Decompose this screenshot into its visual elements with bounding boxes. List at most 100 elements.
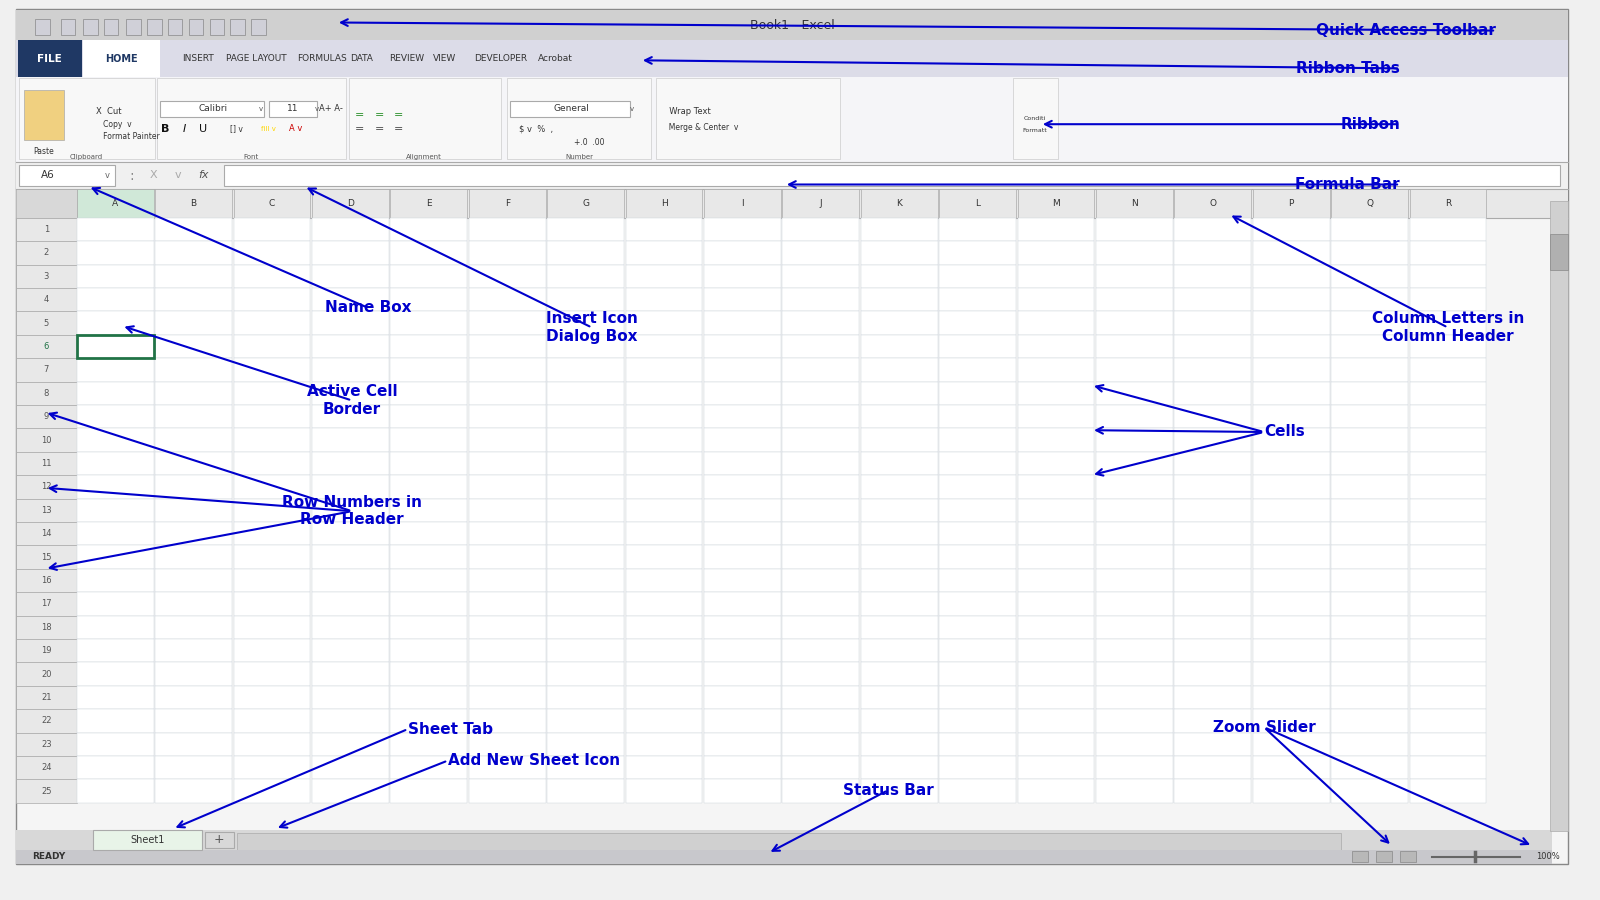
Bar [547,189,624,218]
Bar [861,569,938,592]
Bar [77,311,154,335]
Bar [61,19,75,35]
Bar [1018,639,1094,662]
Text: DATA: DATA [350,54,373,63]
Bar [234,189,310,218]
Text: 21: 21 [42,693,51,702]
Bar [939,452,1016,475]
Bar [155,756,232,779]
Bar [939,475,1016,499]
Bar [234,475,310,499]
Text: Add New Sheet Icon: Add New Sheet Icon [448,753,621,768]
Text: 1: 1 [43,225,50,234]
Bar [1331,475,1408,499]
Bar [1253,522,1330,545]
Bar [626,189,702,218]
Bar [547,311,624,335]
Bar [77,686,154,709]
Bar [390,405,467,428]
Text: $ v  %  ,: $ v % , [518,124,554,133]
Bar [1410,241,1486,265]
Bar [390,569,467,592]
Text: Sheet Tab: Sheet Tab [408,722,493,736]
Bar [1253,288,1330,311]
Bar [704,288,781,311]
Bar [390,616,467,639]
Bar [1253,189,1330,218]
Bar [782,733,859,756]
Bar [1410,265,1486,288]
Bar [782,288,859,311]
Bar [1096,189,1173,218]
Bar [704,569,781,592]
Bar [1096,358,1173,382]
Bar [1096,779,1173,803]
Bar [704,779,781,803]
Bar [1253,592,1330,616]
Bar [1253,265,1330,288]
Bar [1096,405,1173,428]
Bar [861,709,938,733]
Bar [1018,405,1094,428]
Bar [939,545,1016,569]
Bar [704,686,781,709]
Text: =: = [355,110,365,121]
Bar [1096,311,1173,335]
Bar [312,616,389,639]
Bar [1410,382,1486,405]
Text: O: O [1210,199,1216,208]
Bar [155,358,232,382]
Text: Row Numbers in
Row Header: Row Numbers in Row Header [282,495,422,527]
Bar [234,639,310,662]
Bar [24,90,64,140]
Text: Q: Q [1366,199,1373,208]
Bar [469,452,546,475]
Bar [390,189,467,218]
Text: 13: 13 [42,506,51,515]
Bar [1174,569,1251,592]
Bar [469,662,546,686]
Text: FORMULAS: FORMULAS [296,54,347,63]
Text: REVIEW: REVIEW [389,54,424,63]
Bar [83,19,98,35]
Bar [939,639,1016,662]
Bar [312,779,389,803]
Text: A: A [112,199,118,208]
Bar [312,405,389,428]
Bar [155,662,232,686]
Bar [1253,241,1330,265]
Text: 7: 7 [43,365,50,374]
Bar [16,76,1568,162]
Bar [390,733,467,756]
Bar [1331,335,1408,358]
Bar [1331,569,1408,592]
Bar [16,428,77,452]
Bar [1096,662,1173,686]
Text: L: L [974,199,981,208]
Bar [861,662,938,686]
Bar [547,709,624,733]
Bar [1096,522,1173,545]
Bar [1331,265,1408,288]
Bar [939,405,1016,428]
Bar [782,662,859,686]
Bar [704,311,781,335]
Bar [626,709,702,733]
Text: H: H [661,199,667,208]
Text: 14: 14 [42,529,51,538]
Bar [1018,382,1094,405]
Bar [234,569,310,592]
Bar [1331,779,1408,803]
Bar [939,265,1016,288]
Text: +: + [214,833,224,846]
Bar [390,382,467,405]
Bar [77,405,154,428]
Text: READY: READY [32,852,66,861]
Bar [168,19,182,35]
Bar [861,475,938,499]
Bar [1410,709,1486,733]
Text: A6: A6 [42,170,54,181]
Bar [939,733,1016,756]
Bar [155,616,232,639]
Bar [205,832,234,848]
